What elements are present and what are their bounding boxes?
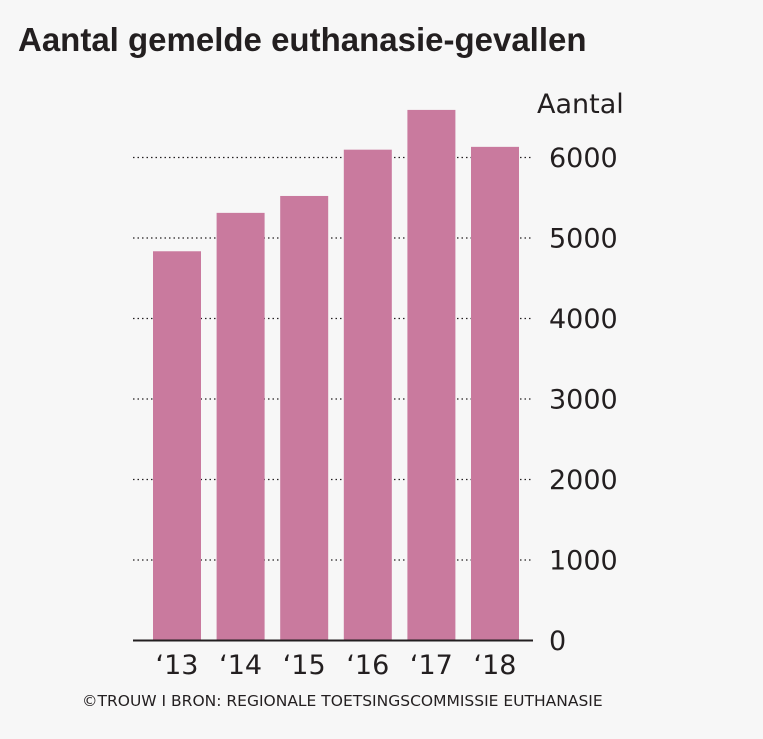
source-note: ©TROUW I BRON: REGIONALE TOETSINGSCOMMIS…	[82, 692, 603, 710]
y-tick-label: 1000	[549, 546, 618, 577]
y-tick-label: 6000	[549, 143, 618, 174]
x-tick-label: ‘17	[410, 650, 453, 681]
bar	[216, 212, 265, 640]
bar	[471, 146, 519, 640]
y-tick-label: 4000	[549, 304, 618, 335]
x-tick-label: ‘18	[474, 650, 517, 681]
x-tick-label: ‘16	[346, 650, 389, 681]
y-axis-label: Aantal	[537, 89, 624, 120]
y-tick-label: 3000	[549, 385, 618, 416]
x-tick-label: ‘14	[219, 650, 262, 681]
y-tick-label: 0	[549, 626, 566, 657]
chart-title: Aantal gemelde euthanasie-gevallen	[18, 21, 587, 58]
y-tick-label: 2000	[549, 465, 618, 496]
y-tick-label: 5000	[549, 224, 618, 255]
bar	[343, 149, 392, 640]
x-tick-label: ‘15	[283, 650, 326, 681]
bar	[280, 195, 329, 640]
bar	[407, 109, 456, 641]
bar	[153, 251, 201, 640]
x-tick-label: ‘13	[156, 650, 199, 681]
